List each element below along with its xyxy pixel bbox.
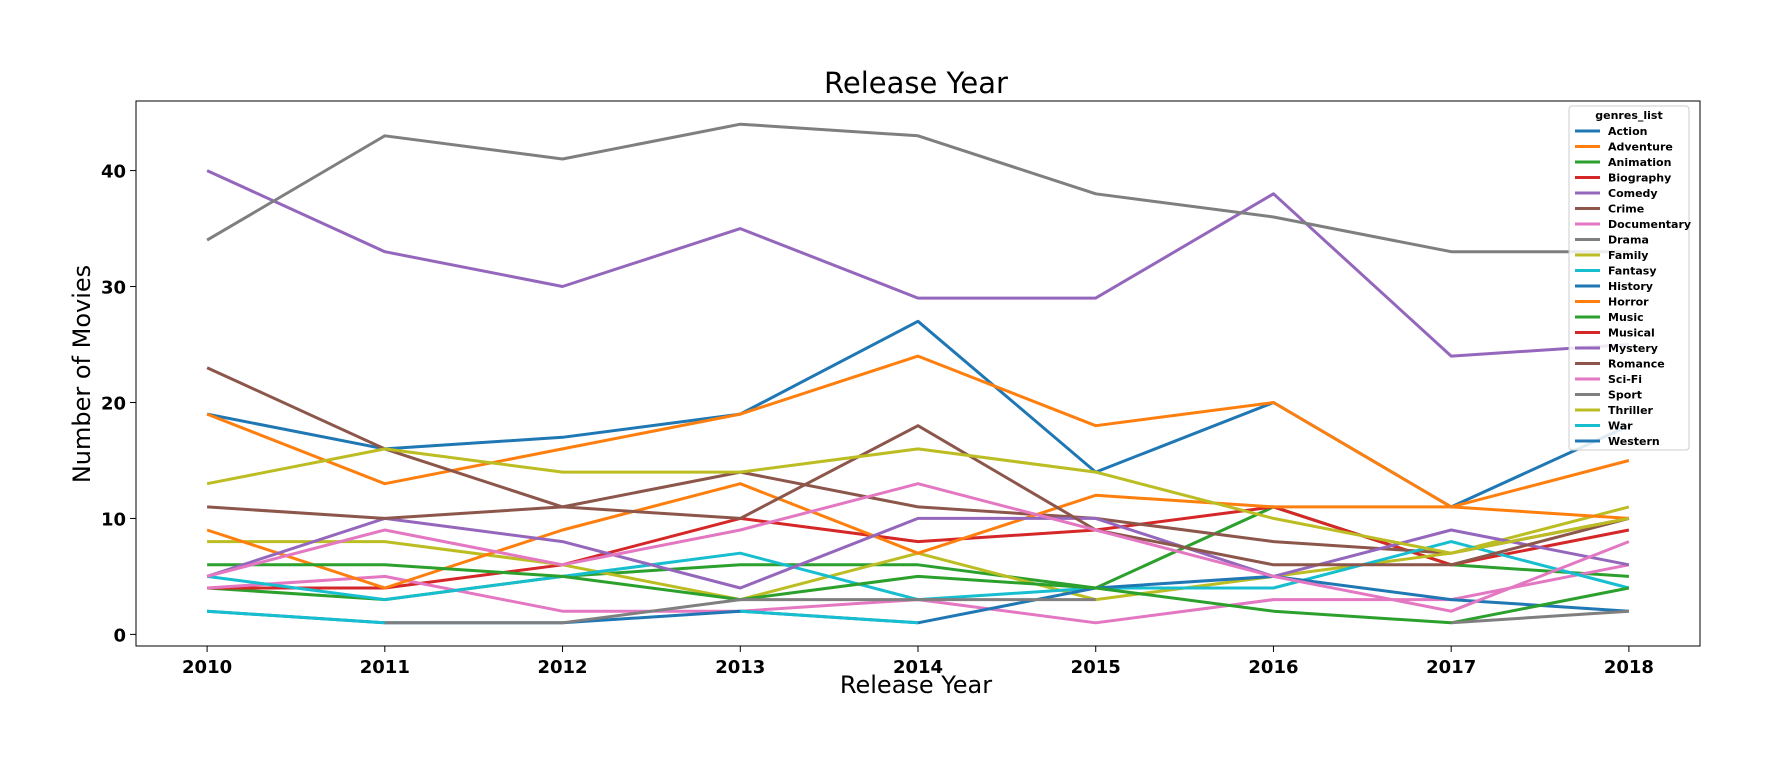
legend-label-animation: Animation	[1608, 156, 1671, 169]
legend-label-horror: Horror	[1608, 296, 1649, 309]
x-tick-label: 2012	[537, 657, 587, 678]
legend: genres_list Action Adventure Animation Biog…	[1568, 105, 1691, 451]
series-line-sci-fi	[206, 482, 1630, 613]
y-tick-label: 40	[101, 162, 126, 183]
legend-label-fantasy: Fantasy	[1608, 265, 1657, 278]
x-tick-label: 2013	[715, 657, 765, 678]
series-line-sport	[384, 598, 1629, 625]
series-line-crime	[206, 366, 1630, 555]
x-tick-label: 2010	[182, 657, 232, 678]
legend-label-romance: Romance	[1608, 358, 1665, 371]
y-tick-label: 0	[113, 625, 126, 646]
y-tick-label: 20	[101, 393, 126, 414]
x-tick-label: 2018	[1604, 657, 1654, 678]
x-tick-label: 2015	[1071, 657, 1121, 678]
x-axis-title: Release Year	[840, 671, 992, 699]
legend-label-family: Family	[1608, 249, 1648, 262]
legend-label-adventure: Adventure	[1608, 141, 1673, 154]
series-line-drama	[206, 122, 1629, 254]
x-tick-label: 2014	[893, 657, 943, 678]
legend-label-biography: Biography	[1608, 172, 1671, 185]
legend-label-music: Music	[1608, 311, 1644, 324]
legend-label-mystery: Mystery	[1608, 342, 1658, 355]
legend-label-drama: Drama	[1608, 234, 1649, 247]
legend-label-history: History	[1608, 280, 1653, 293]
legend-label-sci-fi: Sci-Fi	[1608, 373, 1642, 386]
legend-label-sport: Sport	[1608, 389, 1642, 402]
x-axis: 2010 2011 2012 2013 2014 2015 2016 2017 2018	[182, 646, 1654, 678]
series-line-adventure	[206, 354, 1630, 509]
y-axis-title: Number of Movies	[68, 265, 96, 483]
x-tick-label: 2016	[1248, 657, 1298, 678]
y-axis: 0 10 20 30 40	[101, 162, 136, 646]
legend-label-comedy: Comedy	[1608, 187, 1658, 200]
series-line-comedy	[206, 169, 1629, 358]
x-tick-label: 2011	[360, 657, 410, 678]
series-line-music	[207, 563, 1630, 625]
chart-title: Release Year	[824, 66, 1008, 100]
y-tick-label: 30	[101, 278, 126, 299]
legend-label-western: Western	[1608, 435, 1660, 448]
legend-label-war: War	[1608, 420, 1633, 433]
legend-label-crime: Crime	[1608, 203, 1644, 216]
series-line-romance	[207, 424, 1630, 567]
y-tick-label: 10	[101, 509, 126, 530]
legend-label-action: Action	[1608, 125, 1647, 138]
legend-label-thriller: Thriller	[1608, 404, 1654, 417]
legend-label-documentary: Documentary	[1608, 218, 1691, 231]
plot-area	[135, 100, 1701, 647]
series-line-thriller	[206, 447, 1630, 555]
legend-label-musical: Musical	[1608, 327, 1655, 340]
x-tick-label: 2017	[1426, 657, 1476, 678]
series-line-war	[207, 609, 919, 625]
legend-title: genres_list	[1595, 109, 1662, 122]
series-line-mystery	[206, 516, 1630, 590]
